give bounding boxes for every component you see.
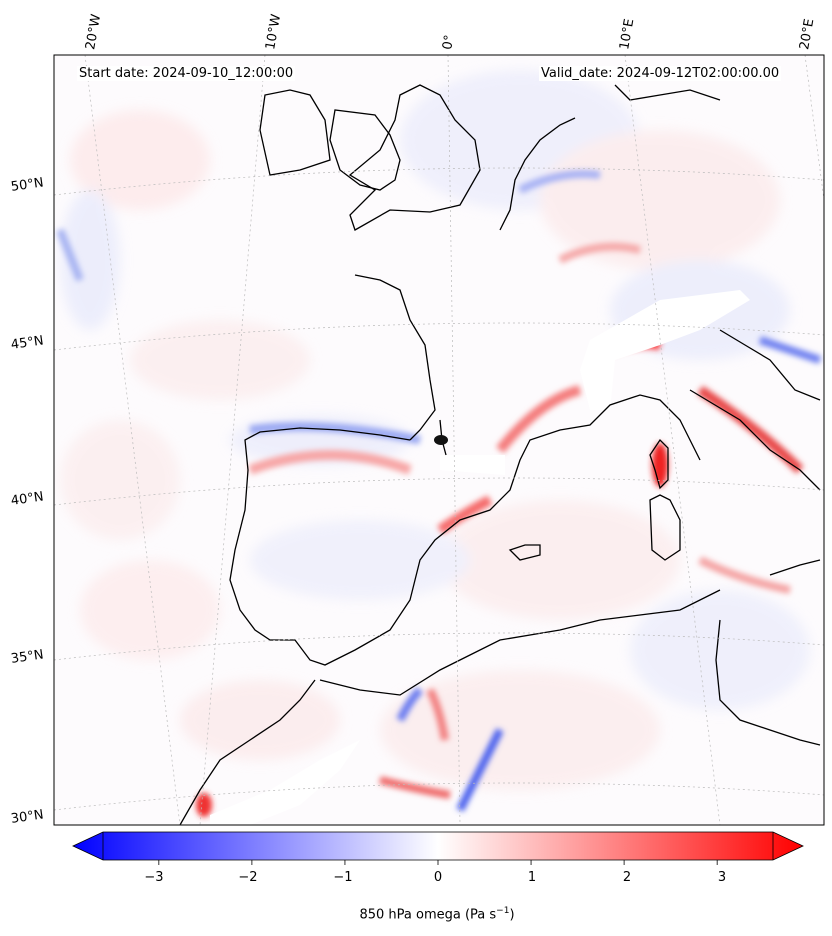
map-border (53, 54, 825, 826)
station-marker (434, 435, 448, 445)
cbar-tick-label: −3 (144, 870, 164, 885)
colorbar-label: 850 hPa omega (Pa s−1) (359, 906, 515, 923)
start-date-label: Start date: 2024-09-10_12:00:00 (77, 66, 296, 81)
graticule (54, 55, 824, 825)
cbar-tick-label: 0 (433, 870, 443, 885)
lon-label-0: 0° (440, 33, 458, 51)
coastlines (179, 84, 821, 825)
colorbar (72, 831, 804, 865)
cbar-tick-label: −1 (333, 870, 353, 885)
cbar-tick-label: −2 (238, 870, 258, 885)
cbar-tick-label: 1 (527, 870, 537, 885)
valid-date-label: Valid_date: 2024-09-12T02:00:00.00 (539, 66, 782, 81)
cbar-tick-label: 3 (717, 870, 727, 885)
cbar-tick-label: 2 (622, 870, 632, 885)
omega-field (54, 55, 824, 825)
